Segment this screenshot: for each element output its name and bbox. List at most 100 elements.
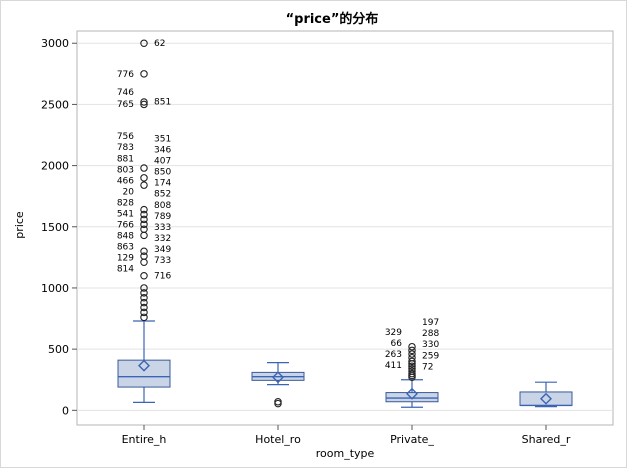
plot-area: 776 746 765 7567838818034662082854176684886… — [117, 39, 573, 408]
outlier-label: 259 — [422, 351, 439, 361]
outlier-label: 332 — [154, 234, 171, 244]
outlier-label: 765 — [117, 100, 134, 110]
outlier-label: 329 — [385, 328, 402, 338]
outlier-point — [140, 174, 148, 182]
outlier-label: 466 — [117, 176, 134, 186]
outlier-point — [408, 362, 416, 371]
outlier-label: 814 — [117, 264, 134, 274]
outlier-point — [140, 70, 148, 78]
outlier-point — [140, 258, 148, 267]
outlier-point — [140, 164, 148, 172]
outlier-point — [140, 293, 148, 302]
outlier-point — [140, 303, 148, 312]
y-tick-label: 500 — [48, 343, 69, 356]
outlier-point — [140, 313, 148, 322]
outlier-label: 351 — [154, 135, 171, 145]
iqr-box — [385, 392, 439, 403]
outlier-point — [140, 231, 148, 240]
mean-marker — [540, 392, 552, 405]
outlier-label: 541 — [117, 209, 134, 219]
y-tick-label: 1500 — [41, 221, 69, 234]
outlier-label: 881 — [117, 154, 134, 164]
outlier-point — [408, 357, 416, 366]
outlier-point — [274, 399, 282, 408]
outlier-label: 349 — [154, 245, 171, 255]
outlier-label: 803 — [117, 165, 134, 175]
outlier-point — [408, 346, 416, 355]
outlier-label: 174 — [154, 179, 171, 189]
outlier-point — [140, 39, 148, 47]
outlier-label: 330 — [422, 340, 439, 350]
outlier-label: 716 — [154, 272, 171, 282]
outlier-label: 129 — [117, 253, 134, 263]
x-tick-label: Hotel_ro — [255, 433, 301, 446]
x-axis-label: room_type — [316, 447, 375, 460]
outlier-label: 850 — [154, 168, 171, 178]
outlier-label: 776 — [117, 70, 134, 80]
outlier-point — [140, 215, 148, 224]
outlier-point — [140, 100, 148, 109]
outlier-label: 746 — [117, 88, 134, 98]
outlier-point — [408, 350, 416, 358]
iqr-box — [117, 359, 171, 388]
x-axis: Entire_h Hotel_ro Private_ Shared_r — [122, 425, 571, 446]
outlier-point — [140, 298, 148, 307]
outlier-label: 789 — [154, 212, 171, 222]
box-group — [251, 361, 305, 408]
outlier-label: 66 — [391, 339, 403, 349]
outlier-point — [140, 98, 148, 106]
outlier-point — [140, 284, 148, 292]
outlier-label: 808 — [154, 201, 171, 211]
x-tick-label: Shared_r — [522, 433, 571, 446]
outlier-label: 263 — [385, 350, 402, 360]
outlier-label: 288 — [422, 329, 439, 339]
outlier-label: 733 — [154, 256, 171, 266]
y-tick-label: 3000 — [41, 37, 69, 50]
outlier-label: 756 — [117, 132, 134, 142]
y-tick-label: 1000 — [41, 282, 69, 295]
outlier-label: 848 — [117, 231, 134, 241]
outlier-label: 766 — [117, 220, 134, 230]
grid-lines — [76, 30, 614, 426]
y-tick-label: 2000 — [41, 160, 69, 173]
outlier-point — [140, 308, 148, 317]
x-tick-label: Entire_h — [122, 433, 167, 446]
outlier-point — [140, 205, 148, 214]
outlier-point — [140, 271, 148, 280]
outlier-label: 863 — [117, 242, 134, 252]
outlier-point — [140, 220, 148, 229]
mean-marker — [272, 371, 284, 384]
outlier-label: 62 — [154, 39, 165, 49]
outlier-label: 411 — [385, 361, 402, 371]
outlier-label: 72 — [422, 362, 433, 372]
outlier-label: 333 — [154, 223, 171, 233]
chart-title: “price”的分布 — [286, 11, 379, 27]
mean-marker — [138, 359, 150, 372]
outlier-label: 828 — [117, 198, 134, 208]
x-tick-label: Private_ — [390, 433, 434, 446]
plot-border — [76, 30, 614, 426]
outlier-point — [408, 360, 416, 368]
mean-marker — [406, 387, 418, 400]
outlier-label: 346 — [154, 146, 171, 156]
box-group: 776 746 765 7567838818034662082854176684886… — [117, 39, 171, 403]
outlier-point — [140, 181, 148, 189]
y-axis-label: price — [13, 211, 26, 239]
outlier-label: 783 — [117, 143, 134, 153]
y-axis: 0 500 1000 1500 2000 2500 3000 — [41, 37, 77, 417]
outlier-point — [140, 247, 148, 255]
outlier-label: 20 — [123, 187, 135, 197]
outlier-label: 851 — [154, 97, 171, 107]
y-tick-label: 2500 — [41, 98, 69, 111]
outlier-point — [140, 289, 148, 297]
outlier-point — [408, 342, 416, 351]
y-tick-label: 0 — [62, 404, 69, 417]
outlier-label: 852 — [154, 190, 171, 200]
box-group — [519, 381, 573, 408]
outlier-label: 197 — [422, 318, 439, 328]
outlier-label: 407 — [154, 157, 171, 167]
outlier-point — [140, 210, 148, 219]
